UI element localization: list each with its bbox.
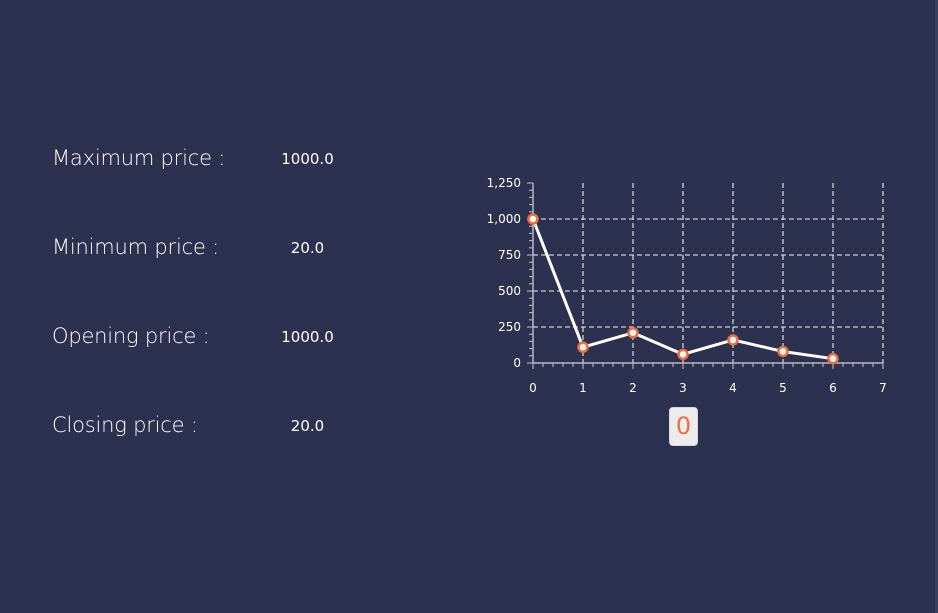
open-price-label: Opening price : bbox=[52, 324, 210, 348]
y-tick-label: 750 bbox=[498, 248, 521, 262]
x-tick-label: 7 bbox=[879, 381, 887, 395]
y-tick-label: 1,000 bbox=[487, 212, 521, 226]
y-tick-label: 1,250 bbox=[487, 176, 521, 190]
min-price-label: Minimum price : bbox=[52, 235, 220, 259]
max-price-row: Maximum price : 1000.0 bbox=[52, 146, 372, 176]
min-price-value: 20.0 bbox=[290, 239, 325, 257]
x-tick-label: 4 bbox=[729, 381, 737, 395]
x-tick-label: 6 bbox=[829, 381, 837, 395]
x-tick-label: 5 bbox=[779, 381, 787, 395]
open-price-value: 1000.0 bbox=[281, 328, 334, 346]
page-button[interactable]: 0 bbox=[669, 407, 698, 446]
y-tick-label: 500 bbox=[498, 284, 521, 298]
close-price-label: Closing price : bbox=[52, 413, 198, 437]
data-point bbox=[627, 327, 639, 339]
x-tick-label: 0 bbox=[529, 381, 537, 395]
y-tick-label: 0 bbox=[513, 356, 521, 370]
x-tick-label: 2 bbox=[629, 381, 637, 395]
data-point bbox=[577, 341, 589, 353]
data-point bbox=[677, 348, 689, 361]
x-tick-label: 1 bbox=[579, 381, 587, 395]
close-price-row: Closing price : 20.0 bbox=[52, 413, 372, 443]
max-price-value: 1000.0 bbox=[281, 150, 334, 168]
data-point bbox=[727, 334, 739, 346]
data-point bbox=[827, 352, 839, 365]
data-point bbox=[527, 213, 539, 225]
max-price-label: Maximum price : bbox=[52, 146, 226, 170]
x-tick-label: 3 bbox=[679, 381, 687, 395]
window-edge bbox=[935, 0, 938, 613]
open-price-row: Opening price : 1000.0 bbox=[52, 324, 372, 354]
close-price-value: 20.0 bbox=[290, 417, 325, 435]
data-point bbox=[777, 345, 789, 358]
min-price-row: Minimum price : 20.0 bbox=[52, 235, 372, 265]
y-tick-label: 250 bbox=[498, 320, 521, 334]
